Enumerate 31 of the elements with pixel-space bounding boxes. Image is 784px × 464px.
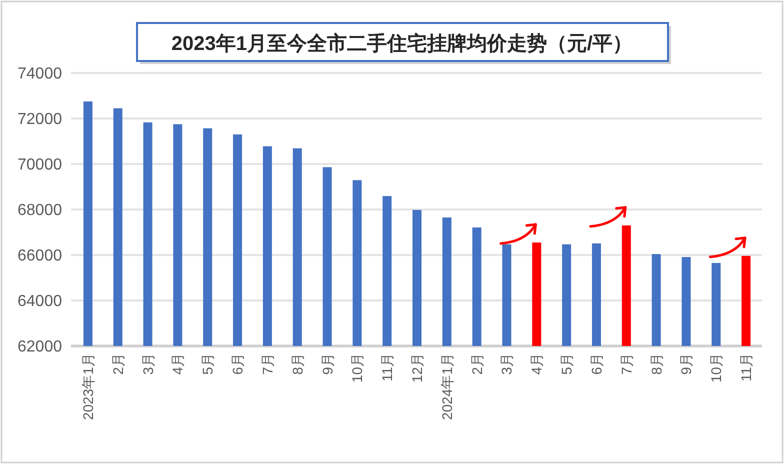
x-tick-label: 10月 bbox=[349, 353, 366, 383]
x-tick-label: 2024年1月 bbox=[438, 353, 455, 420]
x-tick-label: 2月 bbox=[468, 353, 485, 375]
x-tick-label: 8月 bbox=[648, 353, 664, 375]
x-tick-label: 8月 bbox=[289, 353, 306, 375]
x-tick-label: 7月 bbox=[259, 353, 276, 375]
x-tick-label: 5月 bbox=[200, 353, 216, 375]
x-tick-label: 7月 bbox=[618, 353, 634, 375]
x-tick-label: 12月 bbox=[409, 353, 425, 383]
x-tick-label: 11月 bbox=[379, 353, 396, 382]
y-tick-label: 70000 bbox=[18, 156, 62, 174]
x-tick-label: 9月 bbox=[319, 353, 336, 375]
y-tick-label: 68000 bbox=[18, 202, 62, 220]
y-tick-label: 72000 bbox=[18, 111, 62, 128]
x-tick-label: 9月 bbox=[678, 353, 694, 375]
y-tick-label: 62000 bbox=[18, 338, 62, 356]
x-tick-label: 4月 bbox=[528, 353, 545, 375]
x-tick-label: 6月 bbox=[588, 353, 604, 375]
y-tick-label: 64000 bbox=[18, 293, 62, 310]
x-tick-label: 5月 bbox=[558, 353, 575, 375]
x-tick-label: 3月 bbox=[498, 353, 515, 375]
chart-title: 2023年1月至今全市二手住宅挂牌均价走势（元/平） bbox=[171, 32, 633, 56]
x-tick-label: 11月 bbox=[738, 353, 754, 382]
y-tick-label: 74000 bbox=[18, 66, 62, 83]
x-tick-label: 2023年1月 bbox=[80, 353, 96, 420]
x-tick-label: 6月 bbox=[230, 353, 246, 375]
x-tick-label: 10月 bbox=[708, 353, 724, 383]
x-tick-label: 4月 bbox=[170, 353, 186, 375]
x-tick-label: 2月 bbox=[110, 353, 126, 375]
y-tick-label: 66000 bbox=[18, 248, 62, 265]
x-tick-label: 3月 bbox=[140, 353, 156, 375]
